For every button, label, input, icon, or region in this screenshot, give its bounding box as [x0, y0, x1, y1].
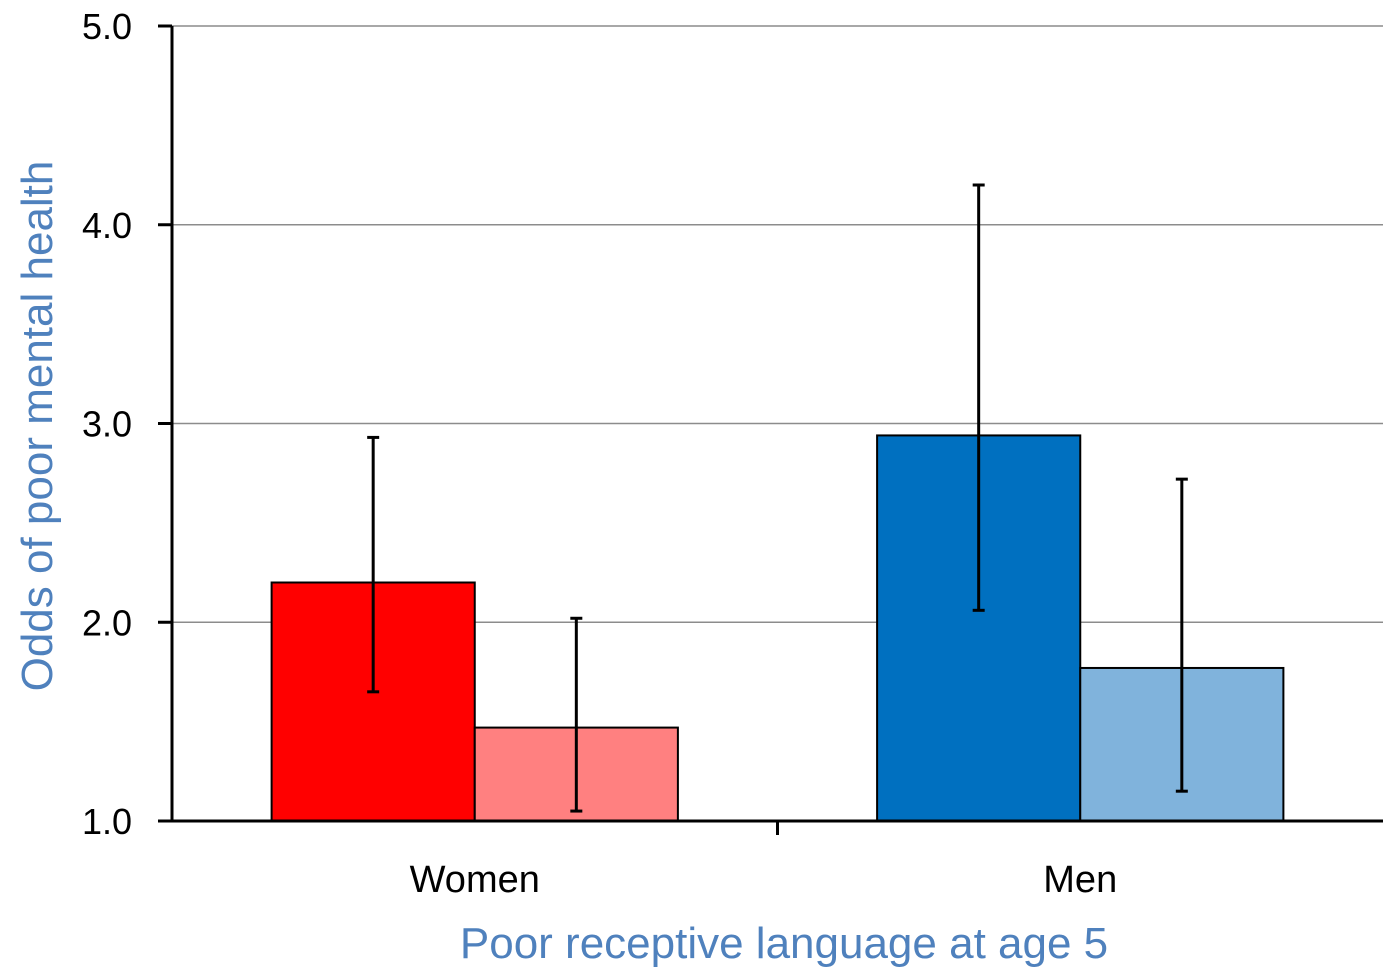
y-tick-label: 5.0 [82, 6, 132, 47]
bars [270, 434, 1285, 823]
y-tick-label: 3.0 [82, 404, 132, 445]
axes [158, 24, 1383, 835]
error-bars [367, 183, 1188, 813]
y-tick-label: 2.0 [82, 602, 132, 643]
axis-labels: 1.0 2.0 3.0 4.0 5.0 Women Men [82, 6, 1117, 901]
y-tick-label: 4.0 [82, 205, 132, 246]
x-category-label: Women [410, 859, 540, 901]
y-axis-title: Odds of poor mental health [13, 161, 62, 692]
gridlines [172, 25, 1383, 623]
y-tick-label: 1.0 [82, 801, 132, 842]
x-category-label: Men [1043, 859, 1117, 901]
x-axis-title: Poor receptive language at age 5 [460, 919, 1108, 967]
